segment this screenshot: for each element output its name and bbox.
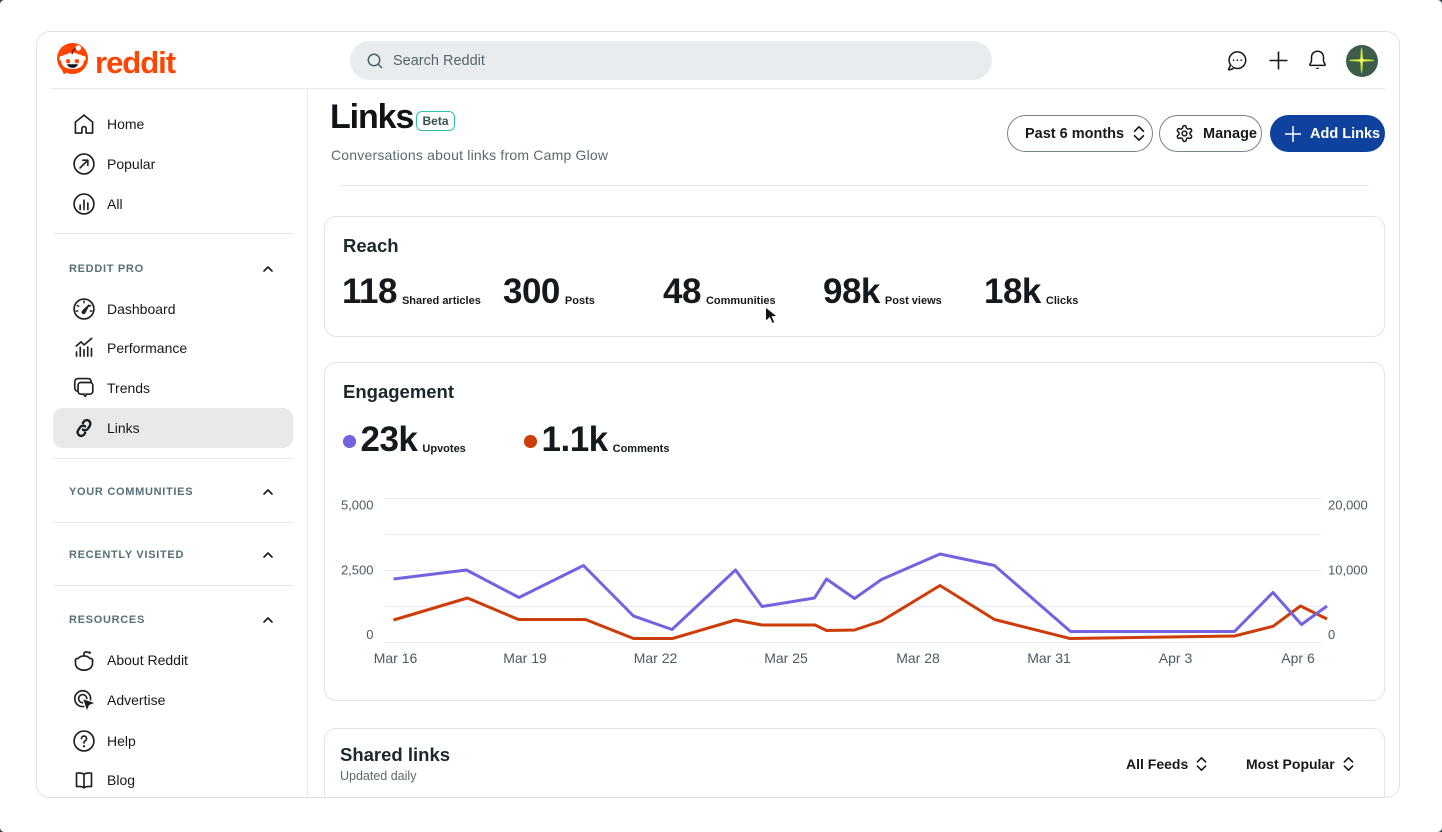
svg-text:5,000: 5,000 <box>341 498 374 513</box>
svg-text:Mar 31: Mar 31 <box>1027 650 1071 666</box>
svg-text:2,500: 2,500 <box>341 563 374 578</box>
svg-text:Mar 22: Mar 22 <box>634 650 678 666</box>
svg-text:Mar 16: Mar 16 <box>374 650 418 666</box>
svg-text:Apr 6: Apr 6 <box>1281 650 1315 666</box>
svg-text:0: 0 <box>1328 627 1335 642</box>
svg-text:10,000: 10,000 <box>1328 563 1368 578</box>
svg-text:Mar 25: Mar 25 <box>764 650 808 666</box>
svg-text:Mar 28: Mar 28 <box>896 650 940 666</box>
svg-text:Apr 3: Apr 3 <box>1159 650 1193 666</box>
svg-text:20,000: 20,000 <box>1328 498 1368 513</box>
svg-text:0: 0 <box>366 627 373 642</box>
svg-text:Mar 19: Mar 19 <box>503 650 547 666</box>
